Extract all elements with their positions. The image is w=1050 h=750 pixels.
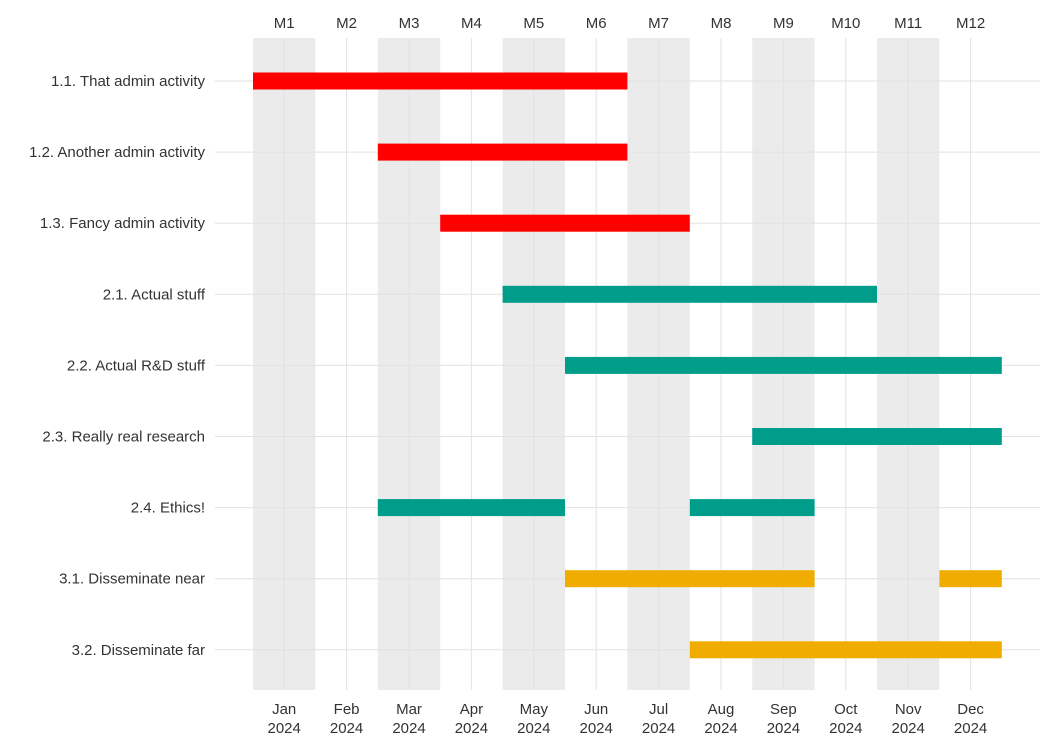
task-bar — [689, 499, 815, 517]
top-month-label: M7 — [648, 15, 669, 32]
bottom-year-label: 2024 — [330, 720, 363, 737]
task-label: 3.2. Disseminate far — [72, 642, 205, 659]
bottom-year-label: 2024 — [892, 720, 925, 737]
top-month-label: M10 — [831, 15, 860, 32]
bottom-year-label: 2024 — [829, 720, 862, 737]
bottom-month-label: Dec — [957, 701, 984, 718]
task-bar — [752, 428, 1002, 445]
task-label: 2.3. Really real research — [42, 429, 205, 446]
bottom-year-label: 2024 — [580, 720, 613, 737]
bottom-year-label: 2024 — [268, 720, 301, 737]
task-bar — [689, 641, 1002, 659]
bottom-month-label: Apr — [460, 701, 483, 718]
top-month-label: M11 — [894, 15, 922, 32]
top-month-label: M4 — [461, 15, 482, 32]
task-label: 1.2. Another admin activity — [29, 144, 205, 161]
task-label: 3.1. Disseminate near — [59, 571, 205, 588]
bottom-year-label: 2024 — [455, 720, 488, 737]
task-label: 1.1. That admin activity — [51, 73, 205, 90]
bottom-month-label: Aug — [708, 701, 735, 718]
task-bar — [502, 285, 877, 303]
bottom-month-label: May — [520, 701, 549, 718]
bottom-month-label: Sep — [770, 701, 797, 718]
bottom-month-label: Nov — [895, 701, 922, 718]
top-month-label: M2 — [336, 15, 357, 32]
top-month-label: M6 — [586, 15, 607, 32]
task-bar — [253, 72, 628, 90]
top-month-label: M8 — [711, 15, 732, 32]
top-month-label: M1 — [274, 15, 295, 32]
task-bar — [565, 356, 1002, 374]
bottom-year-label: 2024 — [704, 720, 737, 737]
bottom-year-label: 2024 — [954, 720, 987, 737]
top-month-label: M3 — [399, 15, 420, 32]
bottom-year-label: 2024 — [767, 720, 800, 737]
top-month-label: M12 — [956, 15, 985, 32]
bottom-month-label: Mar — [396, 701, 422, 718]
task-bar — [565, 570, 815, 588]
task-label: 1.3. Fancy admin activity — [40, 215, 206, 232]
bottom-month-label: Jun — [584, 701, 608, 718]
bottom-month-label: Jul — [649, 701, 668, 718]
bottom-month-label: Oct — [834, 701, 858, 718]
task-label: 2.4. Ethics! — [131, 500, 205, 517]
top-month-label: M5 — [523, 15, 544, 32]
bottom-month-label: Feb — [334, 701, 360, 718]
task-bar — [440, 214, 690, 232]
bottom-year-label: 2024 — [517, 720, 550, 737]
task-bar — [939, 570, 1002, 588]
bottom-year-label: 2024 — [642, 720, 675, 737]
task-label: 2.1. Actual stuff — [103, 286, 206, 303]
task-bar — [377, 143, 628, 161]
task-bar — [377, 499, 565, 517]
task-label: 2.2. Actual R&D stuff — [67, 357, 206, 374]
bottom-month-label: Jan — [272, 701, 296, 718]
top-month-label: M9 — [773, 15, 794, 32]
bottom-year-label: 2024 — [392, 720, 425, 737]
